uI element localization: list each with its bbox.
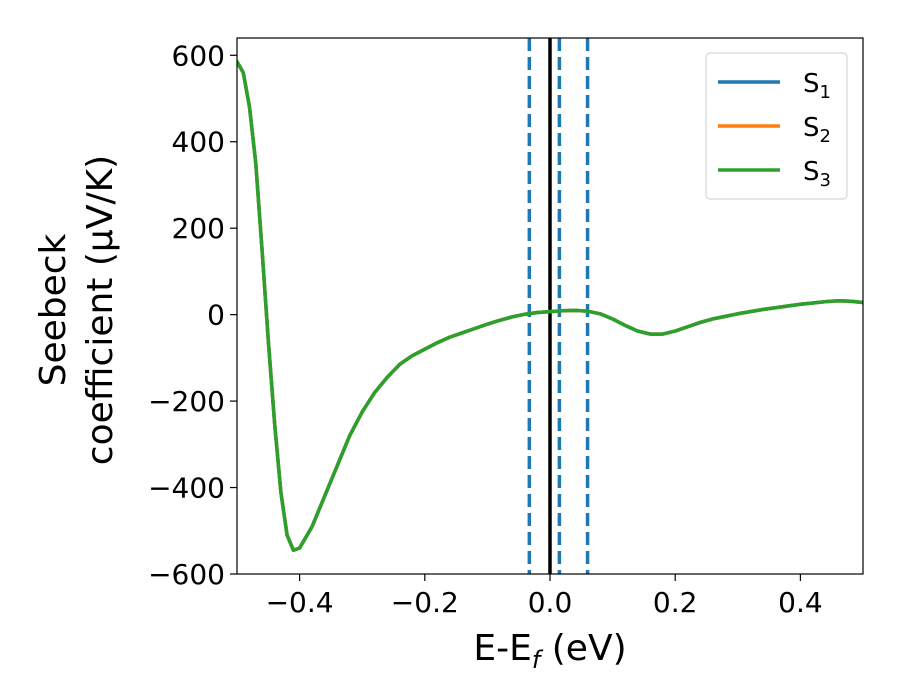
legend-label-1: S1 [803,69,831,103]
y-tick-label-4: −200 [148,385,225,418]
x-tick-label-0: −0.4 [266,586,334,619]
x-axis-title-unit: (eV) [540,628,626,669]
legend: S1 S2 S3 [705,52,848,200]
x-axis-title-main: E-E [473,628,531,669]
y-tick-label-5: −400 [148,472,225,505]
y-tick-label-2: 200 [172,212,225,245]
series-line-3 [237,60,863,552]
y-axis-title-line2: coefficient (μV/K) [80,155,121,465]
vertical-lines [527,38,590,574]
x-tick-label-1: −0.2 [391,586,459,619]
x-tick-label-4: 0.4 [778,586,823,619]
x-axis-title: E-Ef (eV) [473,628,626,674]
x-tick-label-3: 0.2 [653,586,698,619]
y-tick-label-0: 600 [172,39,225,72]
series-lines [237,60,863,552]
y-tick-label-1: 400 [172,126,225,159]
legend-label-3: S3 [803,157,831,191]
x-tick-label-2: 0.0 [528,586,573,619]
y-tick-label-6: −600 [148,558,225,591]
y-axis: 600 400 200 0 −200 −400 −600 [148,39,237,591]
y-tick-label-3: 0 [207,299,225,332]
x-axis: −0.4 −0.2 0.0 0.2 0.4 [266,574,823,619]
legend-label-2: S2 [803,113,831,147]
y-axis-title-line1: Seebeck [33,233,74,386]
